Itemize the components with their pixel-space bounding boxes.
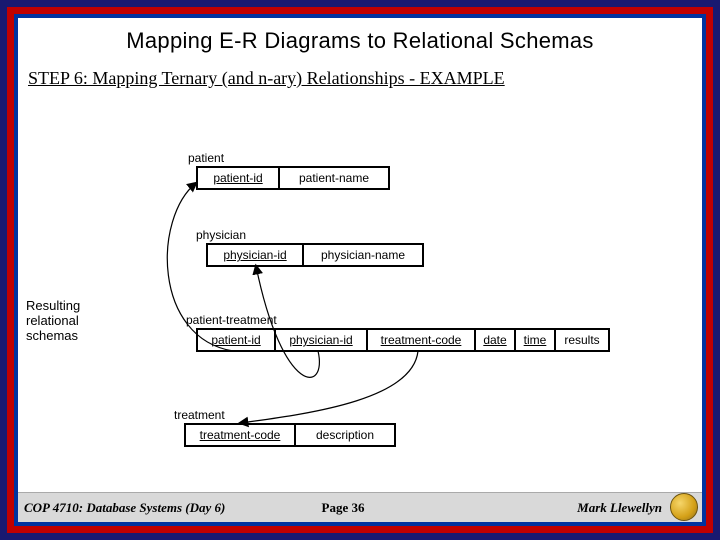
frame-border-inner: Mapping E-R Diagrams to Relational Schem… xyxy=(14,14,706,526)
footer-left: COP 4710: Database Systems (Day 6) xyxy=(18,500,314,516)
pt-col-treatment-code: treatment-code xyxy=(367,329,475,351)
physician-table: physician-id physician-name xyxy=(206,243,424,267)
frame-border-mid: Mapping E-R Diagrams to Relational Schem… xyxy=(7,7,713,533)
footer-center: Page 36 xyxy=(314,500,373,516)
pt-col-results: results xyxy=(555,329,609,351)
pt-col-patient-id: patient-id xyxy=(197,329,275,351)
slide-footer: COP 4710: Database Systems (Day 6) Page … xyxy=(18,492,702,522)
pt-col-time: time xyxy=(515,329,555,351)
treatment-table-label: treatment xyxy=(174,408,225,422)
patient-col-name: patient-name xyxy=(279,167,389,189)
treatment-col-code: treatment-code xyxy=(185,424,295,446)
physician-col-name: physician-name xyxy=(303,244,423,266)
frame-border-outer: Mapping E-R Diagrams to Relational Schem… xyxy=(0,0,720,540)
side-label: Resulting relational schemas xyxy=(26,298,106,343)
treatment-table: treatment-code description xyxy=(184,423,396,447)
patient-col-id: patient-id xyxy=(197,167,279,189)
slide-title: Mapping E-R Diagrams to Relational Schem… xyxy=(18,18,702,54)
pt-col-date: date xyxy=(475,329,515,351)
patient-treatment-table-label: patient-treatment xyxy=(186,313,277,327)
physician-col-id: physician-id xyxy=(207,244,303,266)
pt-col-physician-id: physician-id xyxy=(275,329,367,351)
treatment-col-desc: description xyxy=(295,424,395,446)
patient-table: patient-id patient-name xyxy=(196,166,390,190)
physician-table-label: physician xyxy=(196,228,246,242)
patient-table-label: patient xyxy=(188,151,224,165)
slide-subtitle: STEP 6: Mapping Ternary (and n-ary) Rela… xyxy=(18,54,702,89)
ucf-logo-icon xyxy=(670,493,698,521)
patient-treatment-table: patient-id physician-id treatment-code d… xyxy=(196,328,610,352)
slide-content: Mapping E-R Diagrams to Relational Schem… xyxy=(18,18,702,522)
footer-right: Mark Llewellyn xyxy=(372,500,702,516)
